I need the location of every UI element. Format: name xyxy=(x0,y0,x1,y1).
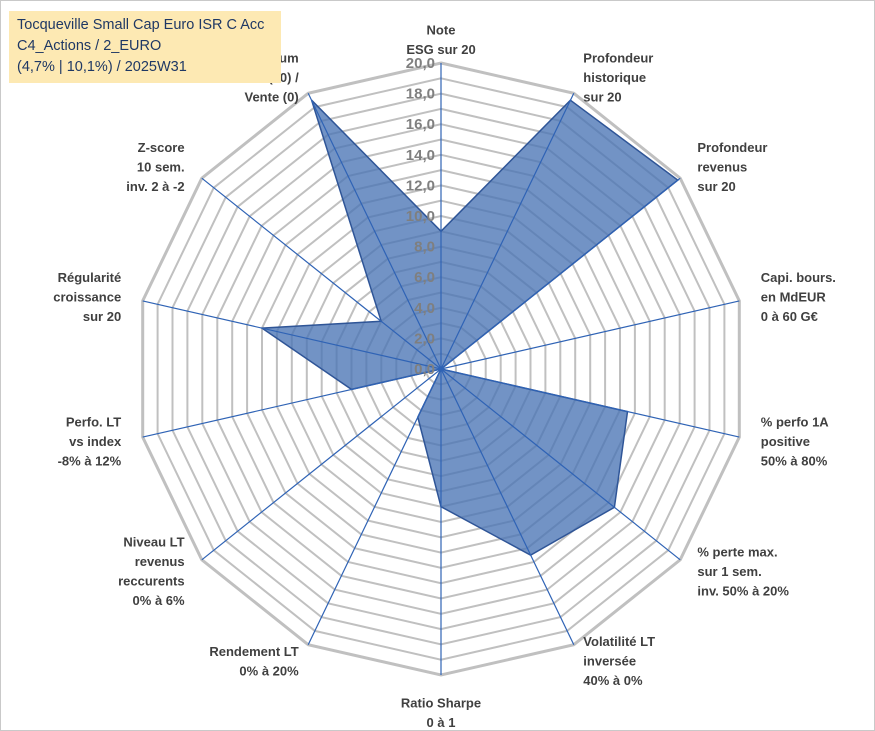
axis-label-line: Capi. bours. xyxy=(761,270,836,285)
axis-spoke xyxy=(440,300,740,370)
axis-label: Capi. bours. en MdEUR 0 à 60 G€ xyxy=(761,270,836,324)
axis-label: Volatilité LT inversée 40% à 0% xyxy=(583,634,655,688)
axis-label-line: Perfo. LT xyxy=(66,414,121,429)
axis-label-line: revenus xyxy=(135,554,185,569)
tick-label: 12,0 xyxy=(406,177,435,194)
axis-label-line: Z-score xyxy=(138,140,185,155)
tick-label: 18,0 xyxy=(406,86,435,103)
axis-label-line: 10 sem. xyxy=(137,160,185,175)
axis-label: Rendement LT 0% à 20% xyxy=(209,644,299,679)
axis-label-line: 0 à 1 xyxy=(427,715,456,730)
tick-label: 16,0 xyxy=(406,116,435,133)
axis-spoke xyxy=(307,368,442,645)
axis-label-line: Profondeur xyxy=(697,140,767,155)
axis-spoke xyxy=(440,368,740,438)
axis-label-line: sur 20 xyxy=(83,309,121,324)
chart-title-box: Tocqueville Small Cap Euro ISR C Acc C4_… xyxy=(9,11,281,83)
axis-label-line: % perte max. xyxy=(697,544,777,559)
axis-label-line: ESG sur 20 xyxy=(406,42,475,57)
axis-label: Profondeur historique sur 20 xyxy=(583,50,653,104)
fund-stats-period: (4,7% | 10,1%) / 2025W31 xyxy=(17,59,187,75)
axis-spoke xyxy=(142,368,442,438)
axis-label: Niveau LT revenus reccurents 0% à 6% xyxy=(118,535,185,609)
tick-label: 4,0 xyxy=(414,300,435,317)
axis-spoke xyxy=(201,177,442,370)
axis-label: % perfo 1A positive 50% à 80% xyxy=(761,414,830,468)
axis-label-line: sur 20 xyxy=(697,179,735,194)
tick-label: 10,0 xyxy=(406,208,435,225)
axis-label-line: 0% à 6% xyxy=(133,593,185,608)
axis-label-line: inversée xyxy=(583,654,636,669)
axis-label-line: % perfo 1A xyxy=(761,414,830,429)
axis-label: Ratio Sharpe 0 à 1 xyxy=(401,696,481,731)
axis-label-line: -8% à 12% xyxy=(58,453,122,468)
axis-label-line: croissance xyxy=(53,290,121,305)
fund-category: C4_Actions / 2_EURO xyxy=(17,38,162,54)
tick-label: 2,0 xyxy=(414,330,435,347)
axis-label: Profondeur revenus sur 20 xyxy=(697,140,767,194)
axis-label-line: historique xyxy=(583,70,646,85)
axis-label-line: positive xyxy=(761,434,810,449)
fund-name: Tocqueville Small Cap Euro ISR C Acc xyxy=(17,17,265,33)
axis-spoke xyxy=(142,300,442,370)
axis-spoke xyxy=(440,93,575,370)
axis-spoke xyxy=(440,368,575,645)
axis-label-line: Niveau LT xyxy=(123,535,184,550)
axis-spoke xyxy=(201,368,442,561)
axis-spoke xyxy=(440,177,681,370)
axis-label-line: inv. 50% à 20% xyxy=(697,583,789,598)
axis-label: Note ESG sur 20 xyxy=(406,23,475,58)
axis-label: Z-score 10 sem. inv. 2 à -2 xyxy=(126,140,184,194)
axis-label-line: sur 1 sem. xyxy=(697,564,761,579)
axis-spoke xyxy=(307,93,442,370)
tick-label: 20,0 xyxy=(406,55,435,72)
axis-label-line: en MdEUR xyxy=(761,290,827,305)
tick-labels: 0,0 2,0 4,0 6,0 8,0 10,0 12,0 14,0 16,0 18,0 20,0 xyxy=(406,55,435,378)
axis-spokes xyxy=(142,63,740,675)
axis-label-line: reccurents xyxy=(118,574,184,589)
axis-label-line: Volatilité LT xyxy=(583,634,655,649)
axis-label-line: sur 20 xyxy=(583,89,621,104)
axis-label-line: Rendement LT xyxy=(209,644,298,659)
axis-label-line: Ratio Sharpe xyxy=(401,696,481,711)
axis-label-line: vs index xyxy=(69,434,122,449)
tick-label: 14,0 xyxy=(406,147,435,164)
tick-label: 8,0 xyxy=(414,239,435,256)
axis-spoke xyxy=(440,368,681,561)
axis-label-line: 50% à 80% xyxy=(761,453,828,468)
tick-label: 0,0 xyxy=(414,361,435,378)
axis-label-line: Vente (0) xyxy=(245,89,299,104)
axis-label-line: 40% à 0% xyxy=(583,673,643,688)
axis-label-line: inv. 2 à -2 xyxy=(126,179,184,194)
axis-label-line: Régularité xyxy=(58,270,122,285)
axis-label: Régularité croissance sur 20 xyxy=(53,270,121,324)
axis-label-line: Note xyxy=(427,23,456,38)
axis-label-line: 0 à 60 G€ xyxy=(761,309,818,324)
axis-label-line: 0% à 20% xyxy=(239,663,299,678)
tick-label: 6,0 xyxy=(414,269,435,286)
axis-label: Perfo. LT vs index -8% à 12% xyxy=(58,414,122,468)
axis-label: % perte max. sur 1 sem. inv. 50% à 20% xyxy=(697,544,789,598)
axis-label-line: revenus xyxy=(697,160,747,175)
axis-label-line: Profondeur xyxy=(583,50,653,65)
